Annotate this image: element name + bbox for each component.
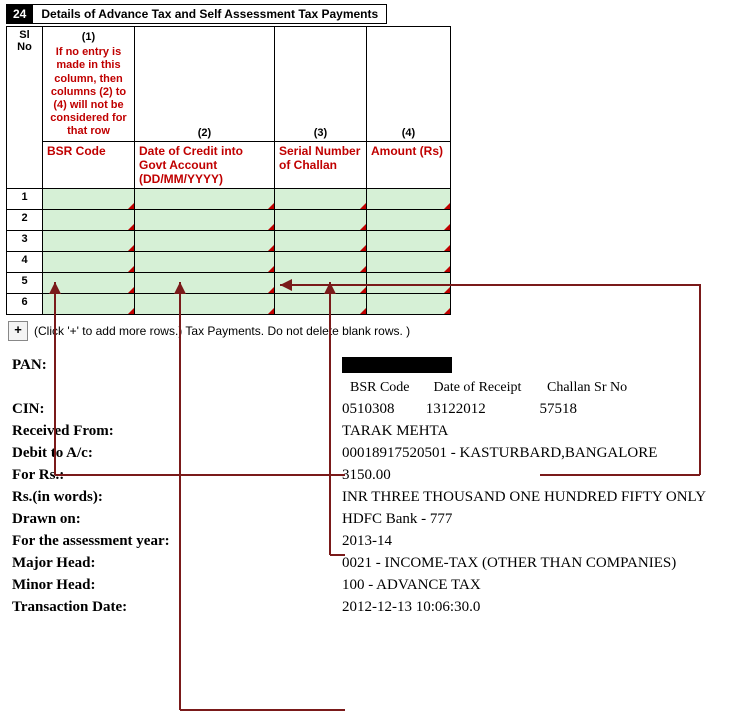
- row-number: 3: [7, 230, 43, 251]
- txn-date-label: Transaction Date:: [12, 599, 342, 616]
- row-number: 1: [7, 188, 43, 209]
- col1-num: (1): [47, 29, 130, 46]
- input-cell[interactable]: [43, 251, 135, 272]
- rs-words-value: INR THREE THOUSAND ONE HUNDRED FIFTY ONL…: [342, 489, 741, 506]
- input-cell[interactable]: [367, 230, 451, 251]
- input-cell[interactable]: [367, 272, 451, 293]
- cin-hdr-bsr: BSR Code: [350, 380, 430, 396]
- table-row: 5: [7, 272, 451, 293]
- major-head-value: 0021 - INCOME-TAX (OTHER THAN COMPANIES): [342, 555, 741, 572]
- pan-redacted: [342, 357, 452, 373]
- input-cell[interactable]: [135, 293, 275, 314]
- table-row: 3: [7, 230, 451, 251]
- section-header: 24 Details of Advance Tax and Self Asses…: [6, 4, 741, 24]
- input-cell[interactable]: [367, 188, 451, 209]
- input-cell[interactable]: [275, 188, 367, 209]
- col4-header: Amount (Rs): [367, 141, 451, 188]
- col2-num: (2): [135, 27, 275, 142]
- table-row: 2: [7, 209, 451, 230]
- row-number: 4: [7, 251, 43, 272]
- col1-note: (1) If no entry is made in this column, …: [43, 27, 135, 142]
- input-cell[interactable]: [135, 209, 275, 230]
- cin-hdr-date: Date of Receipt: [434, 380, 544, 396]
- col1-note-text: If no entry is made in this column, then…: [47, 46, 130, 138]
- col3-num: (3): [275, 27, 367, 142]
- input-cell[interactable]: [367, 251, 451, 272]
- debit-value: 00018917520501 - KASTURBARD,BANGALORE: [342, 445, 741, 462]
- txn-date-value: 2012-12-13 10:06:30.0: [342, 599, 741, 616]
- section-title: Details of Advance Tax and Self Assessme…: [33, 4, 387, 24]
- input-cell[interactable]: [275, 272, 367, 293]
- pan-label: PAN:: [12, 357, 342, 374]
- cin-hdr-challan: Challan Sr No: [547, 380, 627, 395]
- input-cell[interactable]: [43, 209, 135, 230]
- table-row: 4: [7, 251, 451, 272]
- section-number: 24: [6, 4, 33, 24]
- input-cell[interactable]: [43, 188, 135, 209]
- table-row: 1: [7, 188, 451, 209]
- input-cell[interactable]: [275, 293, 367, 314]
- for-rs-value: 3150.00: [342, 467, 741, 484]
- add-row-button[interactable]: +: [8, 321, 28, 341]
- for-rs-label: For Rs.:: [12, 467, 342, 484]
- row-number: 6: [7, 293, 43, 314]
- add-row-hint: (Click '+' to add more rows.) Tax Paymen…: [34, 324, 410, 338]
- cin-column-headers: BSR Code Date of Receipt Challan Sr No: [350, 380, 741, 396]
- input-cell[interactable]: [135, 272, 275, 293]
- slno-header: Sl No: [7, 27, 43, 189]
- cin-bsr: 0510308: [342, 401, 422, 418]
- received-from-value: TARAK MEHTA: [342, 423, 741, 440]
- col1-header: BSR Code: [43, 141, 135, 188]
- cin-values: 0510308 13122012 57518: [342, 401, 741, 418]
- input-cell[interactable]: [135, 251, 275, 272]
- minor-head-label: Minor Head:: [12, 577, 342, 594]
- receipt-block: PAN: BSR Code Date of Receipt Challan Sr…: [12, 357, 741, 616]
- col3-header: Serial Number of Challan: [275, 141, 367, 188]
- input-cell[interactable]: [43, 293, 135, 314]
- input-cell[interactable]: [275, 230, 367, 251]
- cin-date: 13122012: [426, 401, 536, 418]
- input-cell[interactable]: [43, 230, 135, 251]
- input-cell[interactable]: [367, 293, 451, 314]
- input-cell[interactable]: [135, 188, 275, 209]
- drawn-on-value: HDFC Bank - 777: [342, 511, 741, 528]
- input-cell[interactable]: [43, 272, 135, 293]
- cin-challan: 57518: [540, 401, 578, 418]
- input-cell[interactable]: [275, 251, 367, 272]
- row-number: 2: [7, 209, 43, 230]
- major-head-label: Major Head:: [12, 555, 342, 572]
- debit-label: Debit to A/c:: [12, 445, 342, 462]
- assess-year-label: For the assessment year:: [12, 533, 342, 550]
- tax-payments-table: Sl No (1) If no entry is made in this co…: [6, 26, 451, 315]
- cin-label: CIN:: [12, 401, 342, 418]
- add-row-area: + (Click '+' to add more rows.) Tax Paym…: [8, 321, 741, 341]
- drawn-on-label: Drawn on:: [12, 511, 342, 528]
- rs-words-label: Rs.(in words):: [12, 489, 342, 506]
- minor-head-value: 100 - ADVANCE TAX: [342, 577, 741, 594]
- assess-year-value: 2013-14: [342, 533, 741, 550]
- input-cell[interactable]: [275, 209, 367, 230]
- received-from-label: Received From:: [12, 423, 342, 440]
- col4-num: (4): [367, 27, 451, 142]
- col2-header: Date of Credit into Govt Account (DD/MM/…: [135, 141, 275, 188]
- input-cell[interactable]: [135, 230, 275, 251]
- row-number: 5: [7, 272, 43, 293]
- input-cell[interactable]: [367, 209, 451, 230]
- table-row: 6: [7, 293, 451, 314]
